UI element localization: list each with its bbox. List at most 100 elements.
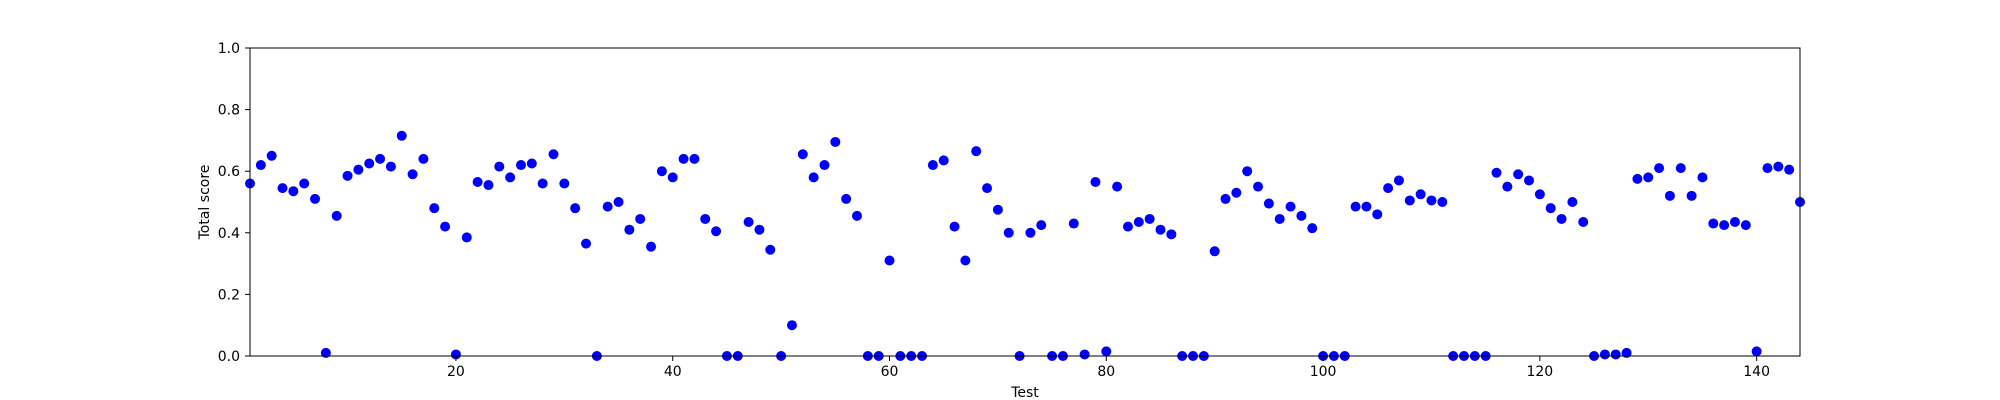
data-point [743,217,754,228]
data-point [1708,218,1719,229]
data-point [1274,213,1285,224]
data-point [1740,220,1751,231]
data-point [819,160,830,171]
data-point [624,224,635,235]
data-point [949,221,960,232]
data-point [667,172,678,183]
data-point [797,149,808,160]
data-point [255,160,266,171]
data-point [494,161,505,172]
data-point [1036,220,1047,231]
data-point [548,149,559,160]
data-point [429,203,440,214]
data-point [1578,217,1589,228]
x-tick-label: 20 [447,364,465,380]
data-point [927,160,938,171]
data-point [277,183,288,194]
data-point [700,213,711,224]
data-point [1079,349,1090,360]
data-point [1068,218,1079,229]
y-tick-label: 0.8 [218,103,240,119]
data-point [1762,163,1773,174]
data-point [559,178,570,189]
data-point [581,238,592,249]
data-point [266,150,277,161]
x-tick-label: 40 [664,364,682,380]
axis-ticks: 20 40 60 80 100 120 140 0.0 0.2 0.4 0.6 0.8 1.0 [218,41,1770,380]
data-point [1621,347,1632,358]
data-point [320,347,331,358]
data-point [1437,197,1448,207]
data-point [656,166,667,177]
data-point [1599,349,1610,360]
data-point [407,169,418,180]
data-point [1524,175,1535,186]
data-point [526,158,537,169]
data-point [1383,183,1394,194]
x-tick-label: 120 [1526,364,1553,380]
data-point [689,153,700,164]
data-point [1372,209,1383,220]
data-point [1567,197,1578,207]
data-point [1697,172,1708,183]
data-point [982,183,993,194]
data-point [1654,163,1665,174]
data-point [808,172,819,183]
x-axis-label: Test [1010,385,1039,400]
data-point [310,193,321,204]
data-point [461,232,472,243]
data-point [1285,201,1296,212]
data-point [375,153,386,164]
data-point [342,170,353,181]
data-point [1534,189,1545,200]
data-point [418,153,429,164]
data-point [851,210,862,221]
data-point [635,213,646,224]
data-point [1133,217,1144,228]
data-point [1263,198,1274,209]
data-point [440,221,451,232]
data-point [1491,167,1502,178]
x-tick-label: 140 [1743,364,1770,380]
data-point [971,146,982,157]
data-point [1122,221,1133,232]
data-point [1643,172,1654,183]
data-point [1686,190,1697,201]
x-tick-label: 60 [881,364,899,380]
data-point [646,241,657,252]
data-point [1101,346,1112,357]
data-point [602,201,613,212]
data-point [1090,176,1101,187]
data-point [613,197,624,207]
data-point [1751,346,1762,357]
data-point [1361,201,1372,212]
data-point [515,160,526,171]
y-tick-label: 1.0 [218,41,240,57]
data-point [1426,195,1437,206]
data-point [1242,166,1253,177]
data-point [1502,181,1513,192]
data-point [765,244,776,255]
data-point [364,158,375,169]
data-point [396,130,407,141]
data-point [1155,224,1166,235]
data-point [537,178,548,189]
data-point [1166,229,1177,240]
data-point [288,186,299,197]
data-point [786,320,797,331]
data-point [992,204,1003,215]
plot-frame [249,47,1801,357]
data-point [1209,246,1220,257]
data-point [1307,223,1318,234]
data-point [1664,190,1675,201]
data-point [353,164,364,175]
data-point [938,155,949,166]
data-point [1415,189,1426,200]
data-point [450,349,461,360]
y-tick-label: 0.2 [218,287,240,303]
data-point [331,210,342,221]
data-point [1144,213,1155,224]
y-tick-label: 0.6 [218,164,240,180]
data-point [472,176,483,187]
